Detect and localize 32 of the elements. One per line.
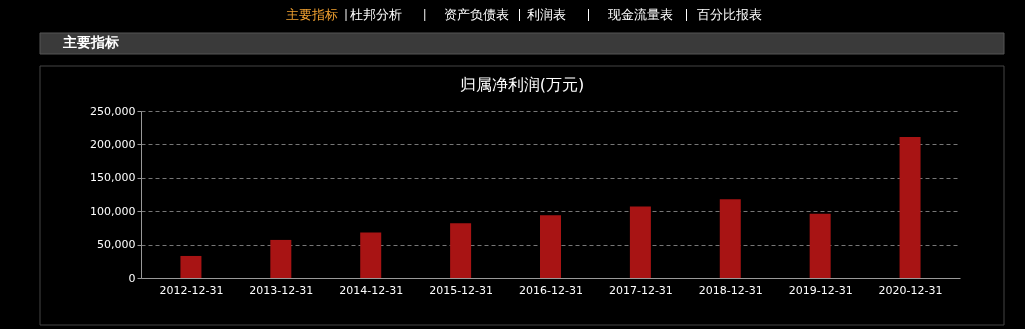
x-tick-label: 2013-12-31 (249, 283, 314, 297)
bar (809, 213, 831, 278)
y-tick-label: 150,000 (90, 171, 136, 185)
x-tick-label: 2017-12-31 (608, 283, 673, 297)
bar (899, 137, 921, 278)
x-tick-label: 2019-12-31 (788, 283, 853, 297)
bar (270, 239, 292, 278)
y-tick-label: 100,000 (90, 204, 136, 218)
x-tick-label: 2015-12-31 (429, 283, 494, 297)
text: 百分比报表 (696, 7, 762, 22)
bar (629, 206, 651, 278)
y-tick-label: 250,000 (90, 104, 136, 118)
x-tick-label: 2018-12-31 (698, 283, 763, 297)
text: 现金流量表 (607, 7, 673, 22)
bar (180, 255, 202, 278)
bar (540, 215, 561, 278)
text: 利润表 (526, 7, 566, 22)
y-tick-label: 0 (128, 271, 136, 285)
text: 资产负债表 (443, 7, 509, 22)
y-tick-label: 200,000 (90, 137, 136, 151)
x-tick-label: 2014-12-31 (339, 283, 404, 297)
x-tick-label: 2012-12-31 (159, 283, 224, 297)
y-tick-label: 50,000 (97, 238, 136, 252)
text: 主要指标 (286, 7, 338, 22)
bar (360, 232, 382, 278)
text: 杜邦分析 (350, 7, 402, 22)
bar (450, 223, 472, 278)
x-tick-label: 2020-12-31 (878, 283, 943, 297)
chart-title: 归属净利润(万元) (459, 75, 585, 94)
text: 主要指标 (62, 34, 119, 50)
x-tick-label: 2016-12-31 (519, 283, 583, 297)
bar (719, 199, 741, 278)
